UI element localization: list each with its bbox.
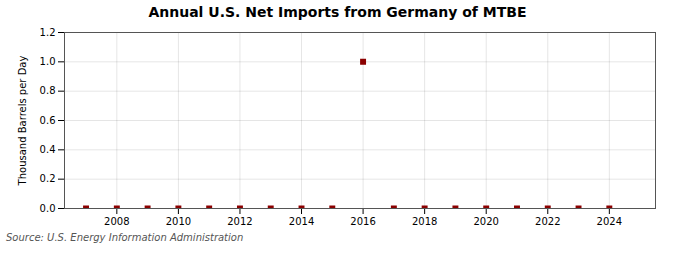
svg-text:0.6: 0.6 bbox=[40, 115, 56, 126]
svg-text:2008: 2008 bbox=[104, 216, 129, 227]
svg-text:2014: 2014 bbox=[289, 216, 314, 227]
svg-text:0.8: 0.8 bbox=[40, 85, 56, 96]
svg-text:2016: 2016 bbox=[350, 216, 375, 227]
svg-text:0.4: 0.4 bbox=[40, 144, 56, 155]
svg-text:2012: 2012 bbox=[227, 216, 252, 227]
svg-text:1.0: 1.0 bbox=[40, 56, 56, 67]
svg-text:2018: 2018 bbox=[412, 216, 437, 227]
svg-text:Thousand Barrels per Day: Thousand Barrels per Day bbox=[17, 56, 28, 187]
svg-text:2010: 2010 bbox=[166, 216, 191, 227]
svg-text:0.0: 0.0 bbox=[40, 203, 56, 214]
html-text:Annual U.S. Net Imports from G: Annual U.S. Net Imports from Germany of … bbox=[148, 4, 527, 20]
svg-text:2022: 2022 bbox=[535, 216, 560, 227]
html-text:Source: U.S. Energy Informatio: Source: U.S. Energy Information Administ… bbox=[6, 232, 244, 243]
svg-text:2024: 2024 bbox=[597, 216, 622, 227]
svg-text:1.2: 1.2 bbox=[40, 27, 56, 38]
svg-text:2020: 2020 bbox=[473, 216, 498, 227]
svg-text:0.2: 0.2 bbox=[40, 173, 56, 184]
